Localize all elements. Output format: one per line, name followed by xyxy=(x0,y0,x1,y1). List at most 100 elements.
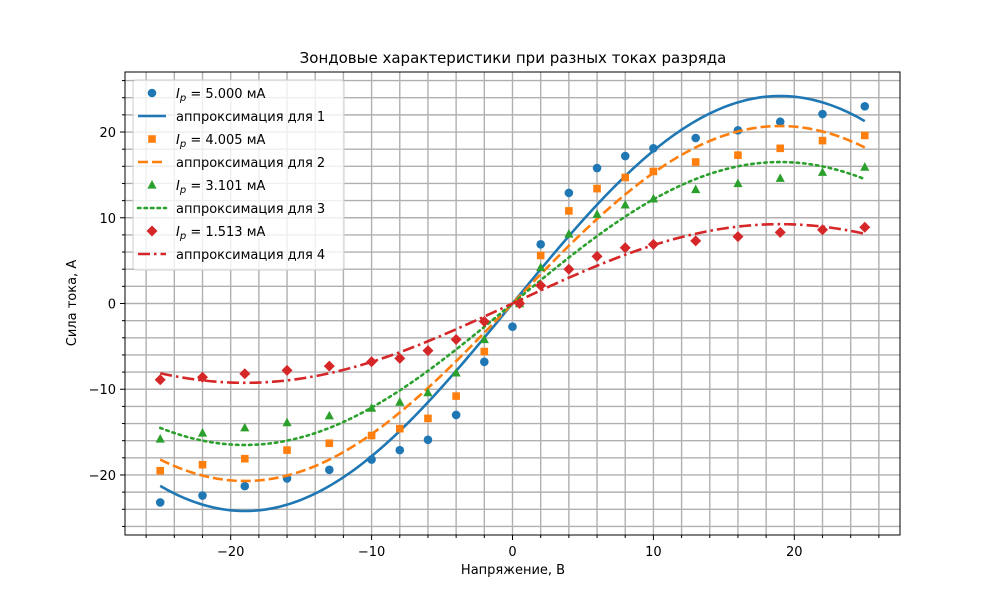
data-point xyxy=(367,431,376,440)
data-point xyxy=(619,242,631,254)
x-tick-label: −20 xyxy=(217,545,244,560)
data-point xyxy=(817,224,828,236)
data-point xyxy=(691,184,701,194)
legend-marker xyxy=(147,180,157,189)
data-point xyxy=(649,167,658,176)
data-point xyxy=(155,433,165,443)
data-point xyxy=(592,163,602,173)
data-point xyxy=(240,481,250,491)
y-tick-label: −10 xyxy=(89,383,116,398)
data-point xyxy=(591,250,603,262)
chart-title: Зондовые характеристики при разных токах… xyxy=(300,49,727,67)
data-point xyxy=(563,263,575,275)
data-point xyxy=(366,403,377,412)
data-point xyxy=(859,221,871,233)
y-tick-label: −20 xyxy=(89,469,116,484)
data-point xyxy=(325,439,334,448)
data-point xyxy=(620,151,630,161)
data-point xyxy=(621,173,630,182)
fit-line-4 xyxy=(159,222,866,385)
data-point xyxy=(775,117,785,127)
data-point xyxy=(593,184,601,193)
data-point xyxy=(860,101,870,111)
data-point xyxy=(424,414,432,423)
x-axis-label: Напряжение, В xyxy=(461,563,565,578)
data-point xyxy=(197,371,208,383)
data-point xyxy=(451,367,461,377)
data-point xyxy=(452,392,460,400)
data-point xyxy=(422,345,434,357)
data-point xyxy=(647,238,659,250)
data-point xyxy=(367,455,376,464)
data-point xyxy=(690,235,702,247)
data-point xyxy=(536,262,546,272)
data-point xyxy=(564,229,574,238)
x-tick-label: 0 xyxy=(508,545,516,560)
data-point xyxy=(691,133,700,143)
legend-label: Ip = 1.513 мА xyxy=(176,225,266,242)
legend-label: аппроксимация для 3 xyxy=(176,202,325,217)
data-point xyxy=(648,193,659,203)
data-point xyxy=(395,445,405,455)
data-point xyxy=(860,131,869,140)
series-4 xyxy=(154,221,871,386)
data-point xyxy=(649,144,658,153)
data-point xyxy=(508,322,517,331)
legend-label: аппроксимация для 1 xyxy=(176,110,325,125)
y-tick-label: 20 xyxy=(99,126,116,141)
data-point xyxy=(480,347,489,356)
legend-marker xyxy=(148,135,156,143)
legend-label: Ip = 5.000 мА xyxy=(176,87,266,104)
data-point xyxy=(156,466,165,475)
data-point xyxy=(514,298,526,309)
data-point xyxy=(691,158,700,166)
data-point xyxy=(592,209,602,218)
data-point xyxy=(324,410,334,420)
data-point xyxy=(536,251,545,260)
data-point xyxy=(776,144,785,153)
data-point xyxy=(283,446,291,454)
data-point xyxy=(282,417,292,427)
legend-box xyxy=(132,79,345,271)
data-point xyxy=(395,397,405,406)
data-point xyxy=(775,173,785,182)
data-point xyxy=(423,435,433,445)
data-point xyxy=(818,136,827,145)
data-point xyxy=(479,334,489,344)
y-tick-label: 10 xyxy=(99,212,116,227)
series-2 xyxy=(156,124,869,483)
data-point xyxy=(240,422,250,432)
data-point xyxy=(281,364,293,376)
legend-label: аппроксимация для 2 xyxy=(176,156,325,171)
fit-line-2 xyxy=(159,124,866,483)
data-point xyxy=(732,231,744,243)
data-point xyxy=(239,368,251,380)
data-point xyxy=(478,316,490,328)
axis-ticks: −20 −10 0 10 20 −20 −10 0 10 20 xyxy=(89,80,880,560)
data-point xyxy=(423,387,433,397)
data-point xyxy=(155,498,165,507)
data-point xyxy=(734,151,742,159)
legend-label: Ip = 4.005 мА xyxy=(176,133,266,150)
data-point xyxy=(366,356,378,368)
data-point xyxy=(536,240,545,249)
data-point xyxy=(535,279,547,291)
data-point xyxy=(323,360,335,372)
legend-marker xyxy=(147,88,157,98)
legend: Ip = 5.000 мА аппроксимация для 1 Ip = 4.0… xyxy=(132,79,345,271)
data-point xyxy=(565,207,573,215)
data-point xyxy=(860,162,870,171)
data-point xyxy=(451,410,461,420)
data-point xyxy=(450,334,462,346)
data-point xyxy=(198,460,207,469)
legend-label: аппроксимация для 4 xyxy=(176,248,325,263)
data-point xyxy=(774,226,786,238)
data-point xyxy=(395,424,404,433)
data-point xyxy=(733,178,743,188)
data-point xyxy=(564,188,574,198)
legend-marker xyxy=(146,225,158,237)
x-tick-label: −10 xyxy=(358,545,385,560)
data-point xyxy=(480,357,489,367)
data-point xyxy=(240,454,249,463)
